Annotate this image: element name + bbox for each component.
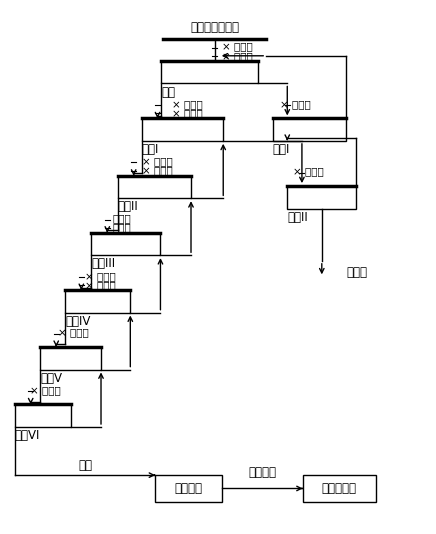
Text: 焙烧: 焙烧 [78, 459, 92, 472]
Bar [92, 233, 160, 255]
Bar [155, 475, 222, 502]
Text: 粿选III: 粿选III [92, 257, 116, 270]
Bar [287, 186, 356, 209]
Text: × 抑制剂: × 抑制剂 [142, 156, 173, 167]
Text: × 抑制剂: × 抑制剂 [222, 42, 253, 52]
Text: × 捕收剂: × 捕收剂 [172, 108, 203, 118]
Bar [161, 61, 258, 83]
Text: × 捕收剂: × 捕收剂 [293, 167, 323, 177]
Bar [65, 290, 130, 312]
Text: 含有机碳铜精矿: 含有机碳铜精矿 [190, 21, 239, 34]
Bar [15, 404, 72, 427]
Text: 粿选VI: 粿选VI [15, 429, 40, 442]
Text: 扫选I: 扫选I [272, 143, 290, 156]
Text: 粿选II: 粿选II [118, 200, 139, 214]
Text: 扫选II: 扫选II [287, 210, 308, 224]
Text: × 捕收剂: × 捕收剂 [280, 99, 311, 109]
Bar [118, 176, 191, 198]
Text: 湿法除杂: 湿法除杂 [249, 466, 276, 479]
Text: 氧化酁精矿: 氧化酁精矿 [322, 482, 357, 495]
Text: × 捕收剂: × 捕收剂 [222, 51, 253, 61]
Text: 粗选: 粗选 [161, 85, 176, 99]
Text: 粿选I: 粿选I [142, 143, 159, 156]
Text: 捕收剂: 捕收剂 [112, 223, 131, 232]
Text: 粿选IV: 粿选IV [65, 315, 91, 328]
Bar [40, 347, 101, 370]
Text: 粿选V: 粿选V [40, 372, 62, 384]
Text: × 抑制剂: × 抑制剂 [58, 328, 89, 337]
Bar [142, 119, 223, 141]
Text: × 捕收剂: × 捕收剂 [85, 280, 116, 290]
Text: 铜精矿: 铜精矿 [347, 265, 368, 279]
Text: 抑制剂: 抑制剂 [112, 213, 131, 223]
Text: 焙烧物料: 焙烧物料 [175, 482, 203, 495]
Bar [272, 119, 346, 141]
Text: × 捕收剂: × 捕收剂 [142, 166, 173, 176]
Text: × 抑制剂: × 抑制剂 [85, 271, 116, 281]
Text: × 抑制剂: × 抑制剂 [30, 385, 61, 395]
Text: × 抑制剂: × 抑制剂 [172, 99, 203, 109]
Bar [303, 475, 376, 502]
